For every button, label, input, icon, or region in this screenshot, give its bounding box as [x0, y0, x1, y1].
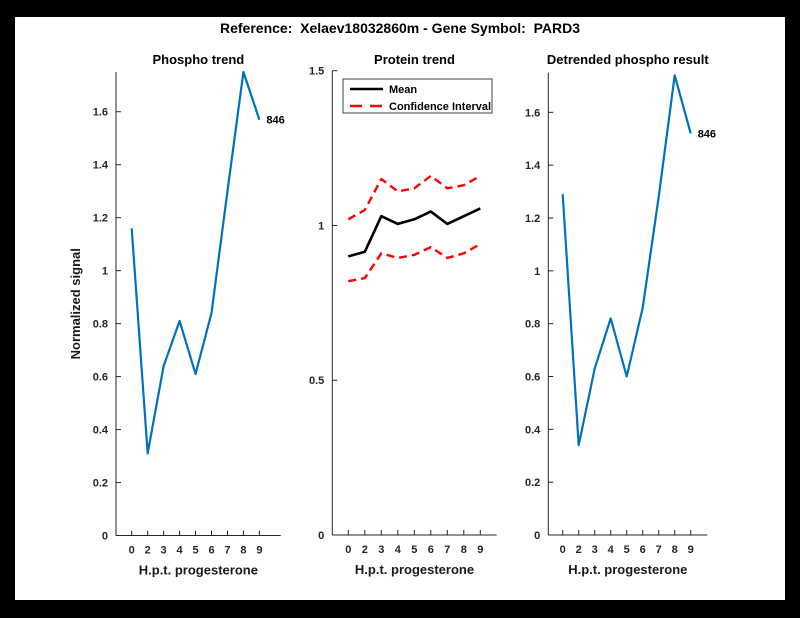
series-confidence-interval-upper	[347, 174, 481, 221]
x-tick-label: 4	[177, 545, 184, 557]
x-tick-label: 5	[411, 544, 417, 556]
y-tick-label: 1	[534, 266, 540, 278]
x-tick-label: 2	[145, 545, 151, 557]
x-tick-label: 3	[161, 545, 167, 557]
x-tick-label: 7	[444, 544, 450, 556]
x-tick-label: 2	[362, 544, 368, 556]
y-tick-label: 0.2	[525, 477, 540, 489]
y-tick-label: 1	[102, 266, 108, 278]
y-tick-label: 1.4	[93, 160, 109, 172]
x-tick-label: 8	[240, 545, 246, 557]
y-tick-label: 0	[102, 531, 108, 543]
y-tick-label: 0.6	[525, 371, 540, 383]
legend-label-mean: Mean	[389, 84, 417, 96]
x-tick-label: 5	[624, 544, 630, 556]
y-tick-label: 1.2	[93, 213, 108, 225]
series-confidence-interval-lower	[348, 242, 481, 283]
figure-canvas: Reference: Xelaev18032860m - Gene Symbol…	[15, 17, 785, 600]
endpoint-annotation: 846	[698, 128, 716, 140]
y-tick-label: 0	[534, 530, 540, 542]
chart-title: Detrended phospho result	[547, 52, 709, 67]
x-tick-label: 4	[608, 544, 615, 556]
chart-title: Protein trend	[374, 52, 455, 67]
y-tick-label: 0.6	[93, 372, 108, 384]
y-tick-label: 1.4	[525, 160, 541, 172]
x-tick-label: 2	[576, 544, 582, 556]
x-tick-label: 7	[224, 545, 230, 557]
y-tick-label: 1.6	[93, 107, 108, 119]
y-tick-label: 0.2	[93, 478, 108, 490]
x-tick-label: 3	[378, 544, 384, 556]
x-tick-label: 6	[208, 545, 214, 557]
x-tick-label: 7	[656, 544, 662, 556]
x-tick-label: 6	[428, 544, 434, 556]
y-tick-label: 1	[318, 220, 324, 232]
y-tick-label: 1.2	[525, 213, 540, 225]
legend-label-confidence-interval: Confidence Interval	[389, 101, 491, 113]
x-tick-label: 0	[345, 544, 351, 556]
x-tick-label: 5	[192, 545, 198, 557]
endpoint-annotation: 846	[266, 115, 284, 127]
y-tick-label: 0.4	[93, 425, 109, 437]
x-axis-label: H.p.t. progesterone	[568, 562, 687, 577]
x-tick-label: 3	[592, 544, 598, 556]
y-tick-label: 0.4	[525, 424, 541, 436]
y-axis-label: Normalized signal	[68, 248, 83, 359]
x-tick-label: 9	[256, 545, 262, 557]
x-tick-label: 4	[395, 544, 402, 556]
x-tick-label: 9	[477, 544, 483, 556]
series-mean	[347, 207, 481, 258]
y-tick-label: 0	[318, 530, 324, 542]
x-tick-label: 8	[672, 544, 678, 556]
x-tick-label: 8	[461, 544, 467, 556]
figure-title: Reference: Xelaev18032860m - Gene Symbol…	[219, 20, 581, 36]
y-tick-label: 0.5	[309, 375, 324, 387]
series-phospho-signal	[130, 70, 261, 455]
y-tick-label: 1.5	[309, 66, 324, 78]
y-tick-label: 0.8	[93, 319, 108, 331]
x-tick-label: 6	[640, 544, 646, 556]
x-tick-label: 9	[688, 544, 694, 556]
legend: Mean Confidence Interval	[342, 78, 493, 114]
x-axis-label: H.p.t. progesterone	[139, 563, 258, 578]
y-tick-label: 0.8	[525, 319, 540, 331]
chart-title: Phospho trend	[152, 52, 244, 67]
y-tick-label: 1.6	[525, 107, 540, 119]
legend-box	[342, 78, 493, 114]
x-tick-label: 0	[560, 544, 566, 556]
series-detrended-phospho-signal	[561, 74, 692, 447]
x-tick-label: 0	[129, 545, 135, 557]
x-axis-label: H.p.t. progesterone	[355, 562, 474, 577]
